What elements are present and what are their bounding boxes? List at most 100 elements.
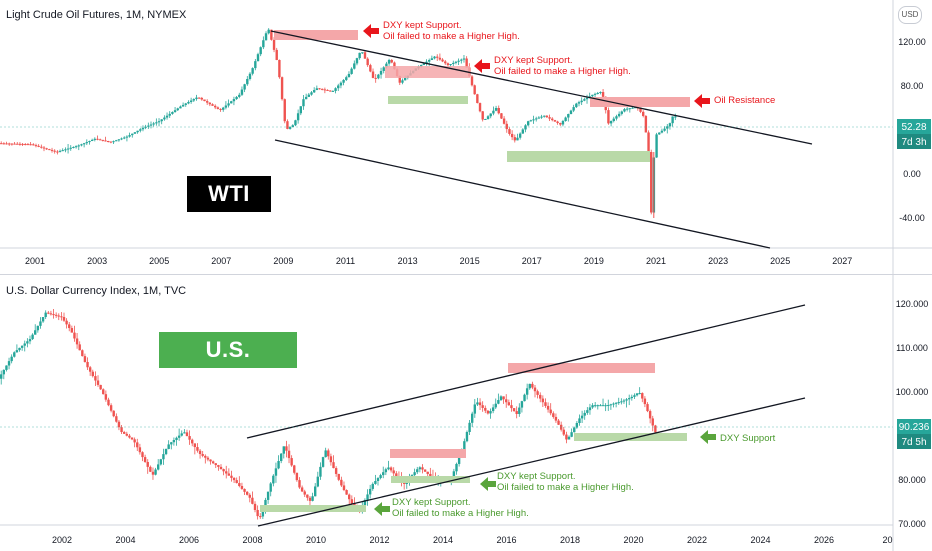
candle-body	[350, 68, 353, 74]
candle-body	[88, 141, 91, 143]
candle-body	[222, 469, 225, 472]
candle-body	[68, 324, 71, 329]
candle-body	[44, 312, 47, 318]
candle-body	[28, 339, 32, 342]
candle-body	[91, 371, 94, 377]
candle-body	[227, 473, 231, 476]
annotation-line: DXY kept Support.	[494, 55, 573, 66]
candle-body	[625, 108, 629, 110]
candle-body	[546, 405, 550, 410]
candle-body	[219, 108, 222, 110]
candle-body	[167, 444, 170, 449]
candle-body	[507, 402, 511, 406]
candle-body	[104, 140, 107, 142]
candle-body	[288, 127, 292, 129]
candle-body	[7, 361, 11, 366]
candle-body	[278, 59, 281, 78]
candle-body	[631, 107, 634, 109]
x-tick-label: 2012	[369, 535, 389, 545]
candle-body	[620, 401, 623, 403]
candle-body	[457, 456, 461, 464]
candle-body	[358, 52, 361, 59]
candle-body	[267, 29, 270, 34]
green-arrow-icon	[700, 430, 716, 444]
x-tick-label: 20	[882, 535, 892, 545]
candle-body	[596, 92, 599, 94]
candle-body	[505, 399, 508, 403]
candle-body	[316, 476, 320, 487]
candle-body	[180, 433, 183, 436]
candle-body	[390, 59, 393, 63]
dxy-support-zone-2018	[574, 433, 687, 441]
annotation-line: Oil Resistance	[714, 95, 776, 106]
candle-body	[306, 494, 309, 498]
candle-body	[570, 432, 573, 437]
candle-body	[628, 398, 631, 400]
red-arrow-icon	[474, 59, 490, 73]
y-tick-label: 80.00	[901, 81, 924, 91]
candle-body	[371, 483, 374, 489]
candle-body	[112, 141, 115, 143]
candle-body	[481, 111, 484, 120]
candle-body	[395, 473, 398, 477]
candle-body	[216, 107, 220, 109]
currency-button[interactable]: USD	[898, 6, 922, 24]
oil-support-zone-2012	[388, 96, 468, 104]
dxy-support-zone-2008	[260, 505, 366, 512]
candle-body	[302, 99, 305, 107]
candle-body	[340, 479, 343, 486]
candle-body	[16, 143, 19, 145]
candle-body	[478, 402, 482, 406]
candle-body	[304, 96, 308, 100]
candle-body	[641, 393, 644, 399]
candle-body	[93, 138, 97, 140]
x-tick-label: 2026	[814, 535, 834, 545]
candle-body	[159, 459, 163, 465]
candle-body	[337, 473, 340, 480]
candle-body	[382, 472, 385, 476]
candle-body	[497, 400, 500, 404]
candle-body	[337, 85, 340, 89]
candle-body	[651, 418, 654, 426]
candle-body	[251, 68, 254, 74]
candle-body	[86, 361, 89, 368]
candle-body	[601, 405, 605, 407]
candle-body	[473, 85, 476, 95]
candle-body	[32, 144, 35, 146]
candle-body	[307, 94, 311, 97]
oil-lower-trendline	[274, 139, 771, 249]
x-tick-label: 2002	[52, 535, 72, 545]
candle-body	[143, 457, 147, 462]
candle-body	[20, 345, 24, 348]
x-tick-label: 2014	[433, 535, 453, 545]
y-tick-label: 100.000	[896, 387, 929, 397]
y-tick-label: 0.00	[903, 169, 921, 179]
candle-body	[612, 118, 615, 122]
candle-body	[544, 402, 547, 406]
candle-body	[537, 117, 541, 119]
candle-body	[377, 74, 380, 79]
candle-body	[155, 122, 158, 124]
candle-body	[318, 88, 321, 90]
candle-body	[554, 416, 558, 421]
candle-body	[141, 452, 144, 458]
x-tick-label: 2022	[687, 535, 707, 545]
candle-body	[15, 350, 19, 353]
candle-body	[465, 431, 469, 442]
candle-body	[614, 402, 618, 404]
candle-body	[41, 317, 45, 322]
candle-body	[175, 437, 178, 441]
candle-body	[539, 394, 542, 399]
candle-body	[321, 457, 325, 467]
candle-body	[62, 317, 66, 321]
x-tick-label: 2027	[832, 256, 852, 266]
candle-body	[45, 148, 48, 150]
candle-body	[401, 80, 404, 83]
candle-body	[379, 475, 382, 479]
candle-body	[556, 121, 559, 124]
candle-body	[262, 40, 265, 48]
candle-body	[141, 127, 145, 130]
candle-body	[217, 465, 220, 467]
candle-body	[528, 383, 531, 389]
candle-body	[462, 58, 466, 60]
